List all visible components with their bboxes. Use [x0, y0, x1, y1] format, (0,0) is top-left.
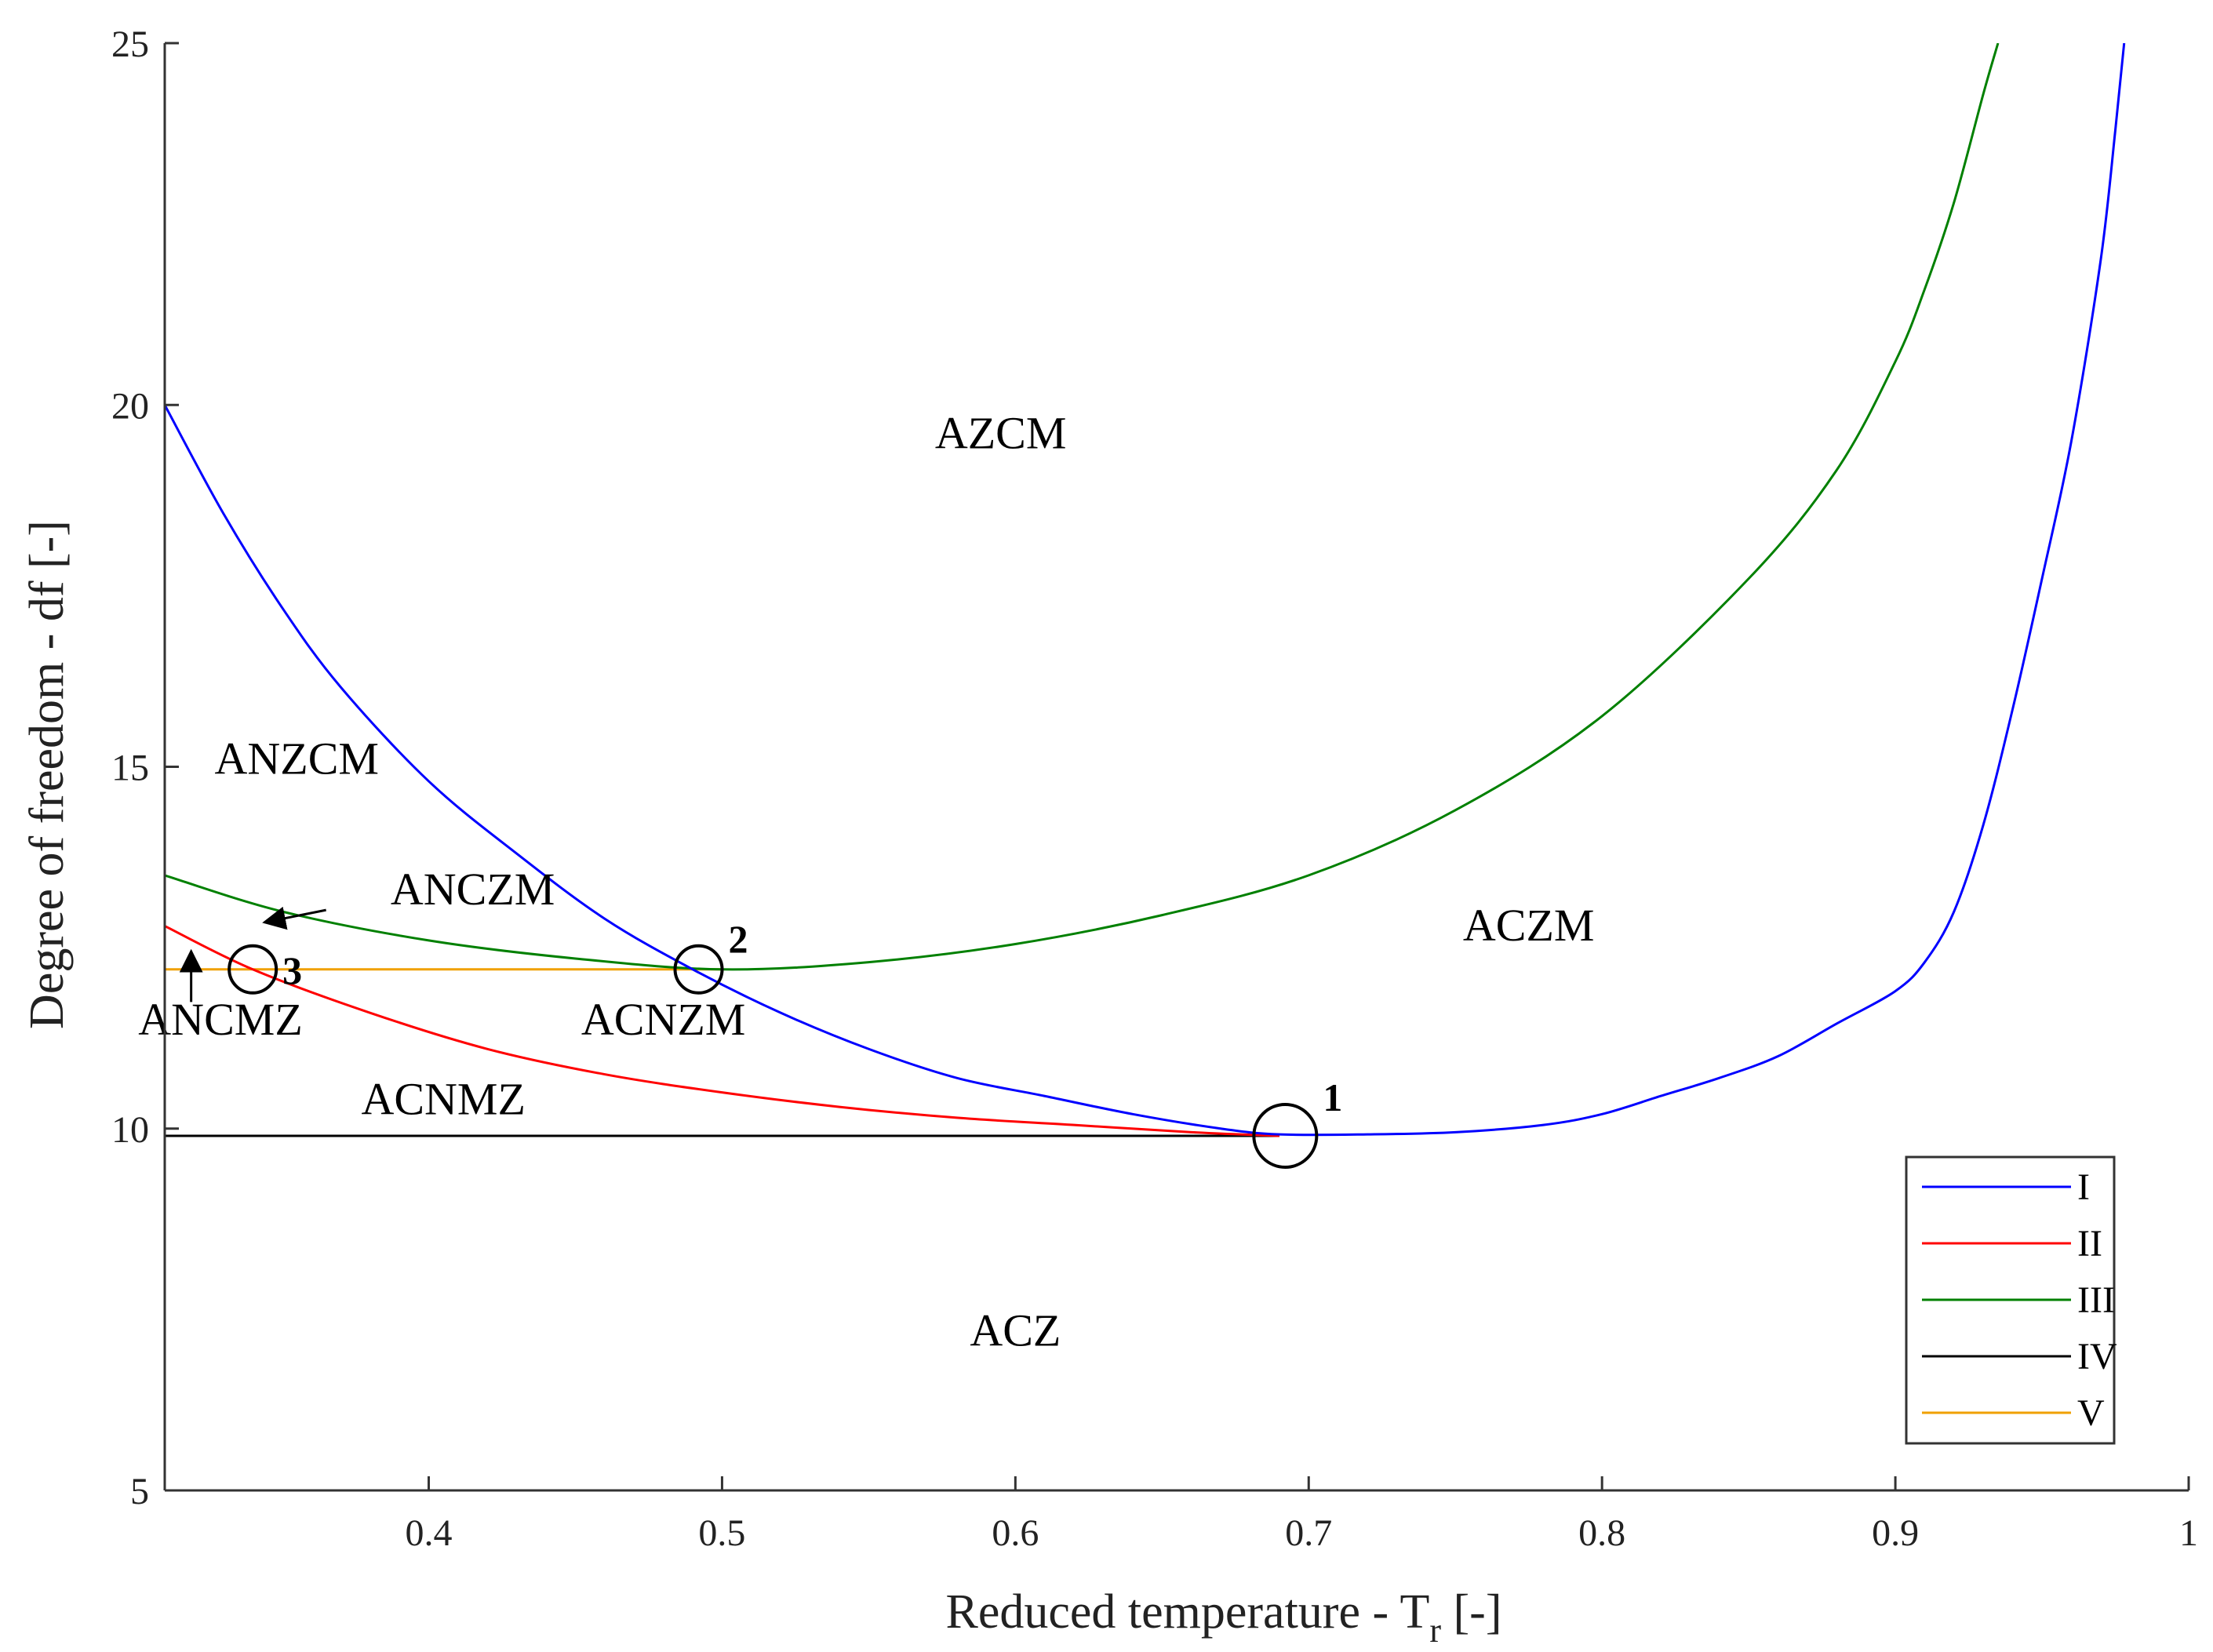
series-line-iii	[165, 43, 2000, 971]
region-label-aczm: ACZM	[1463, 900, 1595, 951]
point-marker-3	[227, 944, 278, 995]
y-axis-title: Degree of freedom - df [-]	[20, 520, 74, 1029]
legend-label-iii: III	[2077, 1279, 2115, 1321]
y-tick-label: 20	[111, 385, 149, 427]
region-label-acnmz: ACNMZ	[361, 1073, 525, 1124]
series-line-ii	[165, 925, 1279, 1137]
point-marker-2	[673, 944, 724, 995]
x-tick-label: 0.8	[1578, 1512, 1625, 1554]
annotation-arrow-1	[262, 906, 326, 930]
x-tick-label: 0.9	[1872, 1512, 1919, 1554]
point-marker-1	[1252, 1102, 1319, 1169]
x-axis-title-main: Reduced temperature - T	[946, 1585, 1430, 1639]
point-label-1: 1	[1323, 1075, 1342, 1119]
x-tick-label: 1	[2179, 1512, 2198, 1554]
region-label-acnzm: ACNZM	[581, 994, 745, 1045]
region-label-ancmz: ANCMZ	[138, 994, 302, 1045]
y-tick-label: 15	[111, 748, 149, 789]
y-tick-label: 25	[111, 24, 149, 65]
region-label-anczm: ANCZM	[391, 864, 555, 915]
y-tick-label: 5	[130, 1471, 149, 1512]
x-tick-label: 0.7	[1285, 1512, 1332, 1554]
region-label-acz: ACZ	[970, 1305, 1061, 1356]
region-label-anzcm: ANZCM	[215, 733, 379, 784]
x-axis-title: Reduced temperature - Tr [-]	[946, 1585, 1502, 1650]
point-label-3: 3	[282, 948, 302, 992]
x-tick-label: 0.5	[698, 1512, 745, 1554]
x-axis-title-subscript: r	[1429, 1611, 1441, 1650]
x-axis-title-unit: [-]	[1441, 1585, 1501, 1639]
x-tick-label: 0.6	[992, 1512, 1039, 1554]
series-line-i	[165, 43, 2126, 1137]
legend-label-ii: II	[2077, 1223, 2102, 1264]
legend-label-i: I	[2077, 1166, 2090, 1208]
region-label-azcm: AZCM	[935, 408, 1067, 459]
x-tick-label: 0.4	[406, 1512, 453, 1554]
series-group	[165, 43, 2126, 1137]
plot-area: AZCM ANZCM ANCZM ACZM ACNZM ANCMZ ACNMZ ACZ 1 2 3	[138, 43, 2126, 1356]
legend-label-iv: IV	[2077, 1336, 2117, 1377]
point-label-2: 2	[729, 917, 748, 961]
legend-label-v: V	[2077, 1392, 2105, 1434]
y-tick-label: 10	[111, 1109, 149, 1151]
